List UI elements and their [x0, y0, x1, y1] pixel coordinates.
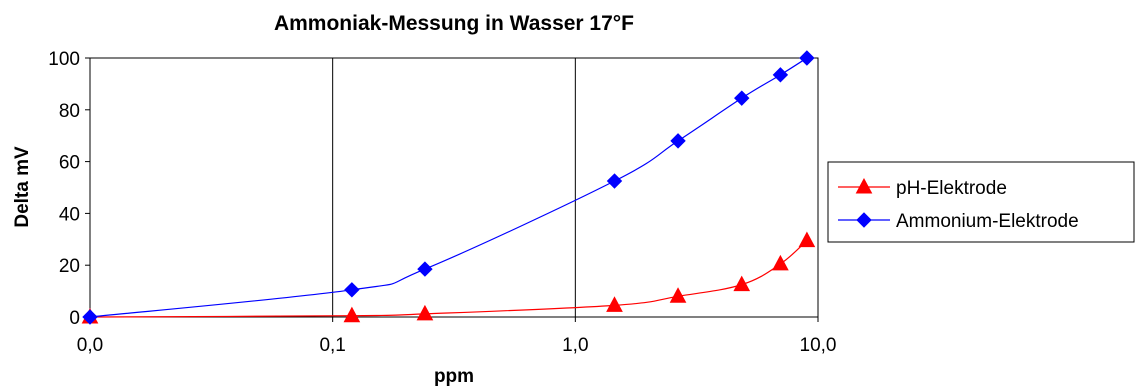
y-tick-label: 0: [69, 308, 80, 329]
legend-label: Ammonium-Elektrode: [896, 211, 1079, 232]
data-point: [799, 50, 815, 66]
x-tick-label: 0,0: [77, 335, 103, 356]
legend-marker: [856, 212, 872, 228]
data-point: [734, 90, 750, 106]
plot-area: [89, 57, 819, 318]
data-point: [606, 296, 623, 312]
data-point: [798, 231, 816, 248]
data-point: [772, 67, 789, 83]
data-point: [670, 133, 686, 149]
x-tick-label: 1,0: [562, 335, 588, 356]
data-point: [343, 306, 361, 323]
series-group: [81, 50, 816, 325]
series-1: [82, 50, 815, 325]
x-axis-label: ppm: [434, 366, 474, 387]
grid-lines: [332, 58, 576, 317]
legend-marker: [855, 177, 873, 194]
y-tick-labels: 0 20 40 60 80 100: [48, 49, 80, 329]
x-tick-labels: 0,0 0,1 1,0 10,0: [77, 335, 837, 356]
legend-label: pH-Elektrode: [896, 178, 1007, 199]
x-tick-label: 10,0: [800, 335, 837, 356]
data-point: [772, 254, 789, 271]
y-tick-label: 20: [59, 256, 80, 277]
data-point: [82, 309, 98, 325]
data-point: [417, 261, 433, 277]
data-point: [733, 275, 751, 292]
x-tick-label: 0,1: [319, 335, 345, 356]
data-point: [344, 282, 360, 298]
legend: pH-Elektrode Ammonium-Elektrode: [827, 161, 1135, 243]
y-tick-label: 100: [48, 49, 80, 70]
y-tick-label: 60: [59, 153, 80, 174]
y-tick-label: 40: [59, 204, 80, 225]
chart-title: Ammoniak-Messung in Wasser 17°F: [274, 12, 634, 35]
data-point: [669, 287, 687, 303]
y-axis-label: Delta mV: [12, 146, 33, 228]
data-point: [606, 173, 623, 189]
legend-box: [827, 161, 1135, 243]
data-point: [416, 304, 434, 321]
y-tick-label: 80: [59, 101, 80, 122]
series-line: [89, 57, 808, 318]
series-line: [89, 240, 808, 318]
